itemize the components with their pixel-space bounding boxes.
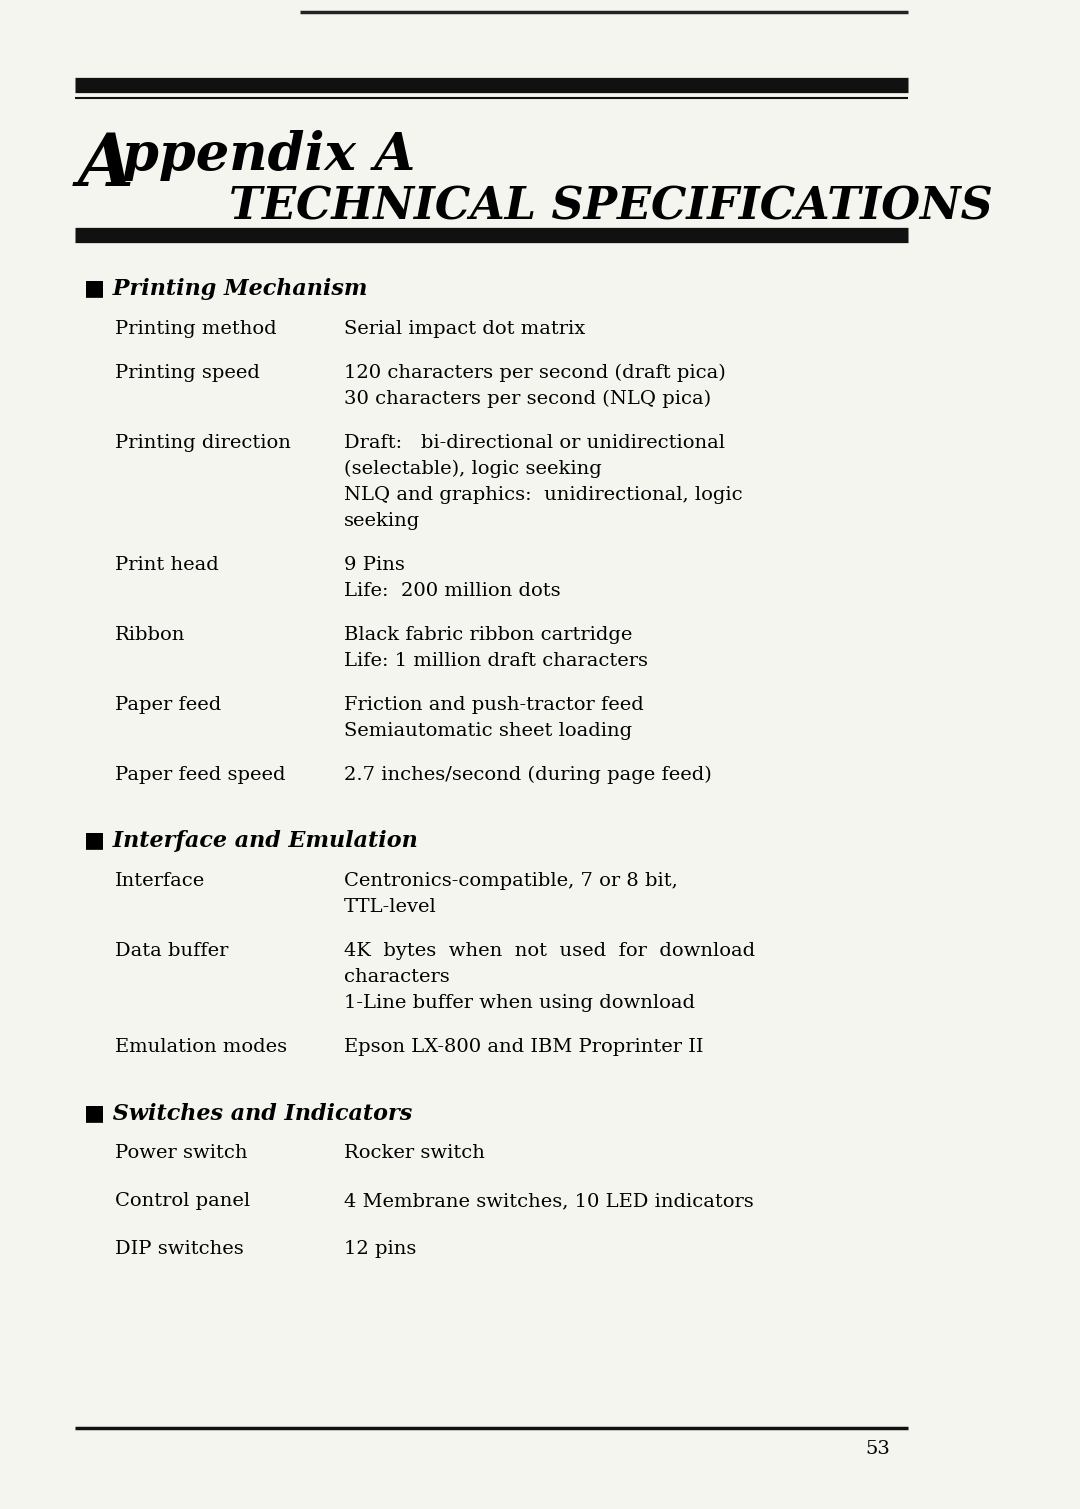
Text: Interface: Interface bbox=[114, 872, 205, 890]
Text: (selectable), logic seeking: (selectable), logic seeking bbox=[343, 460, 602, 478]
Text: Life:  200 million dots: Life: 200 million dots bbox=[343, 582, 561, 601]
Text: 1-Line buffer when using download: 1-Line buffer when using download bbox=[343, 994, 694, 1013]
Text: NLQ and graphics:  unidirectional, logic: NLQ and graphics: unidirectional, logic bbox=[343, 486, 742, 504]
Text: 120 characters per second (draft pica): 120 characters per second (draft pica) bbox=[343, 364, 726, 382]
Text: 9 Pins: 9 Pins bbox=[343, 555, 405, 573]
Text: ■ Interface and Emulation: ■ Interface and Emulation bbox=[84, 830, 418, 853]
Text: Printing direction: Printing direction bbox=[114, 435, 291, 453]
Text: characters: characters bbox=[343, 967, 449, 985]
Text: Print head: Print head bbox=[114, 555, 218, 573]
Text: Life: 1 million draft characters: Life: 1 million draft characters bbox=[343, 652, 648, 670]
Text: Emulation modes: Emulation modes bbox=[114, 1038, 286, 1056]
Text: TECHNICAL SPECIFICATIONS: TECHNICAL SPECIFICATIONS bbox=[229, 186, 993, 228]
Text: Printing method: Printing method bbox=[114, 320, 276, 338]
Text: 12 pins: 12 pins bbox=[343, 1240, 416, 1259]
Text: 4 Membrane switches, 10 LED indicators: 4 Membrane switches, 10 LED indicators bbox=[343, 1192, 754, 1210]
Text: Centronics-compatible, 7 or 8 bit,: Centronics-compatible, 7 or 8 bit, bbox=[343, 872, 677, 890]
Text: Data buffer: Data buffer bbox=[114, 942, 228, 960]
Text: Power switch: Power switch bbox=[114, 1144, 247, 1162]
Text: 53: 53 bbox=[865, 1440, 890, 1458]
Text: 4K  bytes  when  not  used  for  download: 4K bytes when not used for download bbox=[343, 942, 755, 960]
Text: Paper feed: Paper feed bbox=[114, 696, 220, 714]
Text: A: A bbox=[78, 130, 134, 201]
Text: Friction and push-tractor feed: Friction and push-tractor feed bbox=[343, 696, 644, 714]
Text: DIP switches: DIP switches bbox=[114, 1240, 243, 1259]
Text: Semiautomatic sheet loading: Semiautomatic sheet loading bbox=[343, 721, 632, 739]
Text: Rocker switch: Rocker switch bbox=[343, 1144, 485, 1162]
Text: seeking: seeking bbox=[343, 512, 420, 530]
Text: TTL-level: TTL-level bbox=[343, 898, 436, 916]
Text: ■ Switches and Indicators: ■ Switches and Indicators bbox=[84, 1102, 411, 1124]
Text: Serial impact dot matrix: Serial impact dot matrix bbox=[343, 320, 585, 338]
Text: Control panel: Control panel bbox=[114, 1192, 249, 1210]
Text: Epson LX-800 and IBM Proprinter II: Epson LX-800 and IBM Proprinter II bbox=[343, 1038, 703, 1056]
Text: Black fabric ribbon cartridge: Black fabric ribbon cartridge bbox=[343, 626, 632, 644]
Text: Draft:   bi-directional or unidirectional: Draft: bi-directional or unidirectional bbox=[343, 435, 725, 453]
Text: Printing speed: Printing speed bbox=[114, 364, 259, 382]
Text: ■ Printing Mechanism: ■ Printing Mechanism bbox=[84, 278, 367, 300]
Text: ppendix A: ppendix A bbox=[122, 130, 415, 181]
Text: Paper feed speed: Paper feed speed bbox=[114, 767, 285, 785]
Text: 2.7 inches/second (during page feed): 2.7 inches/second (during page feed) bbox=[343, 767, 712, 785]
Text: Ribbon: Ribbon bbox=[114, 626, 185, 644]
Text: 30 characters per second (NLQ pica): 30 characters per second (NLQ pica) bbox=[343, 389, 711, 409]
